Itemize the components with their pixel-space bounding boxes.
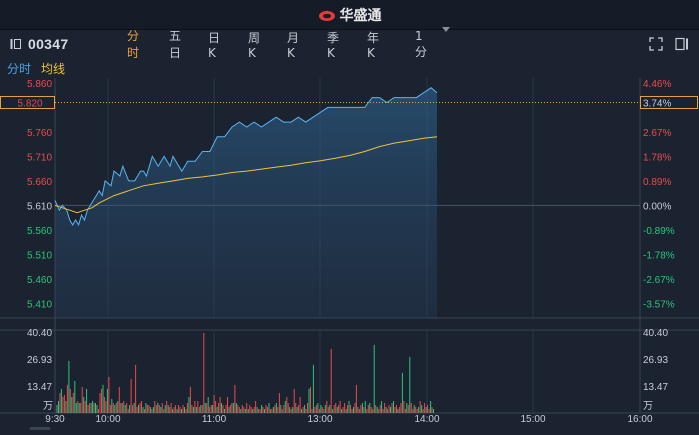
intraday-chart[interactable]: 5.820 3.74% 5.860 4.46% 5.760 2.67% 5.710 1.78%… <box>0 78 699 435</box>
time-axis-label: 13:00 <box>307 414 332 425</box>
pct-tick-label: -3.57% <box>643 299 675 310</box>
volume-tick-label-right: 40.40 <box>643 328 668 339</box>
current-price-box <box>0 95 55 109</box>
volume-tick-label-right: 13.47 <box>643 382 668 393</box>
price-tick-label: 5.460 <box>27 275 52 286</box>
tab-weekly-k[interactable]: 周K <box>248 30 261 60</box>
expand-icon[interactable] <box>649 37 663 51</box>
tab-minute-select[interactable]: 1分 <box>415 28 428 59</box>
volume-unit-label-right: 万 <box>643 401 653 412</box>
price-tick-label: 5.410 <box>27 299 52 310</box>
price-tick-label: 5.510 <box>27 250 52 261</box>
pct-tick-label: 1.78% <box>643 152 671 163</box>
price-tick-label: 5.710 <box>27 152 52 163</box>
panel-gap <box>0 318 699 330</box>
legend-price-line: 分时 <box>7 61 32 76</box>
pct-tick-label: -2.67% <box>643 275 675 286</box>
pct-tick-label: -1.78% <box>643 250 675 261</box>
volume-tick-label-right: 26.93 <box>643 355 668 366</box>
time-axis-label: 16:00 <box>627 414 652 425</box>
price-tick-label: 5.860 <box>27 79 52 90</box>
time-axis-label: 11:00 <box>202 414 227 425</box>
stock-symbol: 00347 <box>28 36 69 52</box>
time-axis-label: 10:00 <box>95 414 120 425</box>
current-pct-box <box>640 95 698 109</box>
price-tick-label: 5.660 <box>27 177 52 188</box>
price-area-fill <box>55 87 437 318</box>
tab-monthly-k[interactable]: 月K <box>287 30 300 60</box>
time-axis-label: 15:00 <box>520 414 545 425</box>
toolbar: 00347 分时 五日 日K 周K 月K 季K 年K 1分 <box>0 27 699 60</box>
pct-tick-label: 4.46% <box>643 79 671 90</box>
toolbar-right-icons <box>649 37 689 51</box>
legend-average-line: 均线 <box>41 61 66 76</box>
tab-quarterly-k[interactable]: 季K <box>327 30 340 60</box>
time-axis-label: 14:00 <box>414 414 439 425</box>
tab-intraday[interactable]: 分时 <box>127 29 140 60</box>
current-price-label: 5.820 <box>17 98 42 109</box>
time-axis-label: 9:30 <box>45 414 65 425</box>
tab-five-day[interactable]: 五日 <box>169 29 182 60</box>
pct-tick-label: 2.67% <box>643 128 671 139</box>
tab-yearly-k[interactable]: 年K <box>367 30 380 60</box>
brand-name: 华盛通 <box>339 6 382 23</box>
volume-tick-label: 40.40 <box>27 328 52 339</box>
brand-logo-icon <box>318 9 335 21</box>
volume-tick-label: 26.93 <box>27 355 52 366</box>
pct-tick-label: 0.89% <box>643 177 671 188</box>
pct-tick-label: 0.00% <box>643 201 671 212</box>
price-tick-label: 5.560 <box>27 226 52 237</box>
chart-area[interactable]: 5.820 3.74% 5.860 4.46% 5.760 2.67% 5.710 1.78%… <box>0 78 699 435</box>
brand-logo-group: 华盛通 <box>318 5 382 25</box>
sidebar-toggle-icon[interactable] <box>675 37 689 51</box>
time-scroll-thumb[interactable] <box>30 427 50 430</box>
chart-legend: 分时 均线 <box>0 58 65 78</box>
brand-bar: 华盛通 <box>0 0 699 30</box>
price-tick-label: 5.610 <box>27 201 52 212</box>
volume-unit-label: 万 <box>43 401 53 412</box>
collapse-panel-icon[interactable] <box>10 38 22 50</box>
price-tick-label: 5.760 <box>27 128 52 139</box>
tab-daily-k[interactable]: 日K <box>208 30 221 60</box>
volume-tick-label: 13.47 <box>27 382 52 393</box>
price-line <box>54 87 438 227</box>
current-pct-label: 3.74% <box>643 98 671 109</box>
average-line <box>54 136 438 214</box>
caret-down-icon[interactable] <box>441 26 451 34</box>
pct-tick-label: -0.89% <box>643 226 675 237</box>
